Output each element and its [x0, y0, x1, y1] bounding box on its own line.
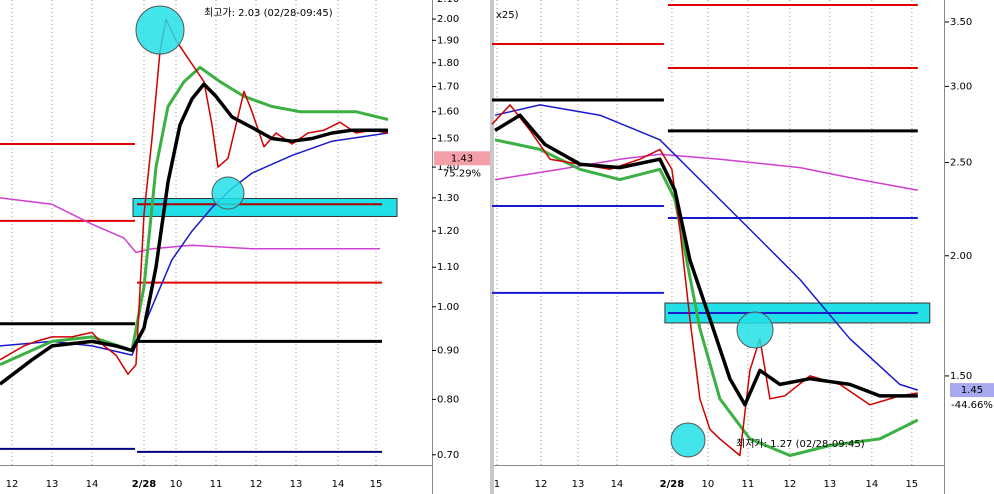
price-line — [494, 138, 919, 457]
low-circle — [670, 422, 706, 458]
price-line — [0, 18, 389, 375]
x-tick-label: 13 — [46, 479, 59, 490]
price-line — [494, 104, 919, 391]
high-circle — [736, 311, 774, 349]
x-tick-label: 2/28 — [132, 479, 157, 490]
x-tick-label: 12 — [784, 479, 797, 490]
y-tick-label: 0.80 — [437, 394, 459, 405]
x-tick-label: 15 — [905, 479, 918, 490]
last-change-label: -44.66% — [951, 400, 993, 411]
annotation: 최고가: 2.03 (02/28-09:45) — [204, 7, 333, 19]
y-tick-label: 0.70 — [437, 450, 459, 461]
y-tick-label: 1.30 — [437, 193, 459, 204]
x-tick-label: 15 — [370, 479, 383, 490]
x-tick-label: 10 — [702, 479, 715, 490]
x-tick-label: 14 — [86, 479, 99, 490]
y-tick-label: 1.50 — [437, 133, 459, 144]
y-tick-label: 3.50 — [950, 17, 972, 28]
y-tick-label: 3.00 — [950, 81, 972, 92]
y-tick-label: 0.90 — [437, 345, 459, 356]
y-tick-label: 1.80 — [437, 58, 459, 69]
x-tick-label: 11 — [210, 479, 223, 490]
x-tick-label: 13 — [572, 479, 585, 490]
x-tick-label: 13 — [290, 479, 303, 490]
last-price-label: 1.45 — [961, 385, 983, 396]
price-line — [0, 82, 388, 386]
y-tick-label: 2.50 — [950, 158, 972, 169]
annotation: 최저가: 1.27 (02/28-09:45) — [736, 438, 865, 450]
panel: 12 13 14 2/28 10 11 12 13 14 15 2.10 2.00 1.90 1.80 1.… — [0, 0, 490, 490]
panel-divider — [490, 0, 494, 494]
x-tick-label: 14 — [611, 479, 624, 490]
x-tick-label: 13 — [823, 479, 836, 490]
last-price-label: 1.43 — [451, 153, 473, 164]
x-tick-label: 11 — [742, 479, 755, 490]
last-price-box — [950, 383, 994, 398]
x-tick-label: 12 — [250, 479, 263, 490]
y-tick-label: 1.60 — [437, 107, 459, 118]
x-tick-label: 12 — [535, 479, 548, 490]
y-tick-label: 1.10 — [437, 262, 459, 273]
high-circle — [135, 5, 185, 55]
low-circle — [211, 176, 245, 210]
y-tick-label: 1.90 — [437, 35, 459, 46]
price-line — [0, 132, 389, 356]
y-tick-label: 2.10 — [437, 0, 459, 5]
x-tick-label: 12 — [6, 479, 19, 490]
price-line — [0, 197, 380, 254]
y-tick-label: 1.00 — [437, 302, 459, 313]
y-tick-label: 1.70 — [437, 82, 459, 93]
y-tick-label: 1.20 — [437, 226, 459, 237]
x-tick-label: 1 — [494, 479, 500, 490]
y-tick-label: 1.40 — [437, 162, 459, 173]
x-tick-label: 2/28 — [660, 479, 685, 490]
x-tick-label: 10 — [170, 479, 183, 490]
price-line — [494, 153, 918, 191]
last-price-box — [434, 151, 490, 166]
y-tick-label: 2.00 — [950, 251, 972, 262]
price-line — [494, 113, 918, 407]
y-tick-label: 1.50 — [950, 371, 972, 382]
highlight-circles — [135, 5, 774, 458]
y-tick-label: 2.00 — [437, 14, 459, 25]
annotation-top: x25) — [496, 10, 519, 21]
last-change-label: 75.29% — [443, 168, 481, 179]
panel: 1 12 13 14 2/28 10 11 12 13 14 15 3.50 3.00 2.50 2.00 1… — [491, 0, 994, 490]
level-band — [132, 198, 398, 217]
x-tick-label: 14 — [332, 479, 345, 490]
x-tick-label: 14 — [865, 479, 878, 490]
